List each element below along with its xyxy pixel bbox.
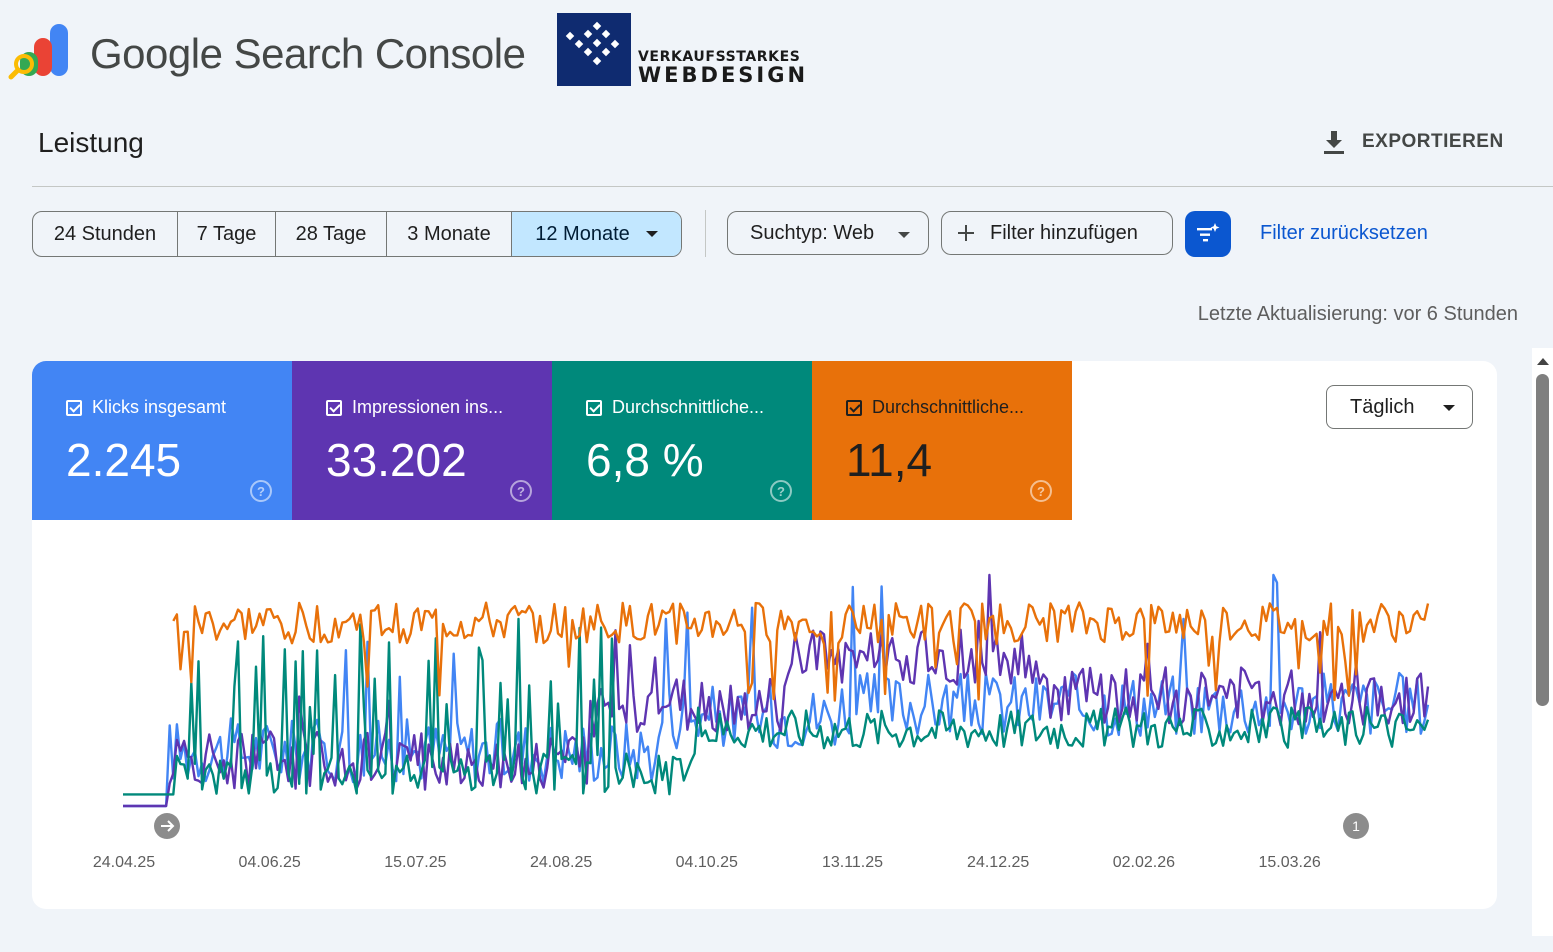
metric-label: Impressionen ins... — [352, 397, 504, 417]
plus-icon — [958, 225, 974, 241]
partner-logo-icon — [557, 13, 631, 86]
metric-value: 33.202 — [326, 434, 467, 486]
range-12m[interactable]: 12 Monate — [512, 212, 681, 256]
page-scrollbar[interactable] — [1532, 348, 1553, 936]
add-filter-button[interactable]: Filter hinzufügen — [941, 211, 1173, 255]
range-28d[interactable]: 28 Tage — [276, 212, 387, 256]
checkbox-checked-icon[interactable] — [326, 399, 342, 416]
performance-card: Klicks insgesamt 2.245 ? Impressionen in… — [32, 361, 1497, 909]
scroll-up-arrow-icon[interactable] — [1537, 358, 1549, 365]
partner-logo-line2: WEBDESIGN — [638, 63, 809, 87]
ai-filter-button[interactable] — [1185, 211, 1231, 257]
checkbox-checked-icon[interactable] — [846, 399, 862, 416]
metric-value: 6,8 % — [586, 434, 704, 486]
series-line-2 — [123, 617, 1430, 796]
granularity-dropdown[interactable]: Täglich — [1326, 385, 1473, 429]
x-tick-label: 15.03.26 — [1258, 854, 1320, 871]
x-tick-label: 13.11.25 — [822, 854, 883, 871]
range-3m[interactable]: 3 Monate — [387, 212, 512, 256]
help-icon[interactable]: ? — [510, 480, 532, 502]
metric-value: 11,4 — [846, 434, 933, 486]
help-icon[interactable]: ? — [770, 480, 792, 502]
export-label: EXPORTIEREN — [1362, 131, 1504, 152]
chevron-down-icon — [898, 232, 910, 238]
metric-tile-ctr[interactable]: Durchschnittliche... 6,8 % ? — [552, 361, 812, 520]
search-type-label: Suchtyp: Web — [750, 221, 875, 244]
metric-tile-impressions[interactable]: Impressionen ins... 33.202 ? — [292, 361, 552, 520]
chevron-down-icon — [1443, 405, 1455, 411]
performance-chart[interactable]: 24.04.25 04.06.25 15.07.25 24.08.25 04.10.25… — [32, 520, 1497, 909]
granularity-label: Täglich — [1350, 395, 1415, 418]
scrollbar-thumb[interactable] — [1536, 374, 1549, 706]
metric-label: Durchschnittliche... — [872, 397, 1025, 417]
header-divider — [32, 186, 1553, 187]
series-line-3 — [172, 601, 1430, 702]
app-title: Google Search Console — [90, 30, 526, 77]
metric-tile-clicks[interactable]: Klicks insgesamt 2.245 ? — [32, 361, 292, 520]
x-tick-label: 04.06.25 — [239, 854, 301, 871]
reset-filters-link[interactable]: Filter zurücksetzen — [1260, 222, 1428, 244]
partner-logo-text: VERKAUFSSTARKES WEBDESIGN — [638, 50, 808, 86]
x-tick-label: 02.02.26 — [1113, 854, 1175, 871]
search-console-logo-icon — [8, 24, 68, 80]
help-icon[interactable]: ? — [1030, 480, 1052, 502]
partner-logo-line1: VERKAUFSSTARKES — [638, 49, 801, 65]
help-icon[interactable]: ? — [250, 480, 272, 502]
last-updated-text: Letzte Aktualisierung: vor 6 Stunden — [1197, 303, 1518, 325]
annotation-arrow-icon[interactable] — [154, 813, 180, 839]
add-filter-label: Filter hinzufügen — [990, 221, 1138, 244]
x-tick-label: 04.10.25 — [676, 854, 738, 871]
download-icon — [1324, 131, 1344, 154]
annotation-marker[interactable]: 1 — [1343, 813, 1369, 839]
date-range-selector: 24 Stunden 7 Tage 28 Tage 3 Monate 12 Mo… — [32, 211, 682, 257]
x-tick-label: 24.08.25 — [530, 854, 592, 871]
filter-sparkle-icon — [1197, 223, 1220, 242]
checkbox-checked-icon[interactable] — [586, 399, 602, 416]
filter-separator — [705, 210, 706, 257]
range-7d[interactable]: 7 Tage — [178, 212, 276, 256]
chevron-down-icon — [645, 231, 658, 237]
x-tick-label: 24.12.25 — [967, 854, 1029, 871]
checkbox-checked-icon[interactable] — [66, 399, 82, 416]
metric-label: Durchschnittliche... — [612, 397, 765, 417]
metric-tile-position[interactable]: Durchschnittliche... 11,4 ? — [812, 361, 1072, 520]
metric-label: Klicks insgesamt — [92, 397, 227, 417]
metric-value: 2.245 — [66, 434, 182, 486]
page-title: Leistung — [38, 127, 144, 158]
series-line-1 — [123, 573, 1430, 808]
range-24h[interactable]: 24 Stunden — [33, 212, 178, 256]
x-tick-label: 24.04.25 — [93, 854, 155, 871]
export-button[interactable]: EXPORTIEREN — [1322, 124, 1504, 160]
annotation-label: 1 — [1352, 818, 1360, 834]
search-type-dropdown[interactable]: Suchtyp: Web — [727, 211, 929, 255]
x-tick-label: 15.07.25 — [384, 854, 446, 871]
range-12m-label: 12 Monate — [535, 222, 630, 245]
